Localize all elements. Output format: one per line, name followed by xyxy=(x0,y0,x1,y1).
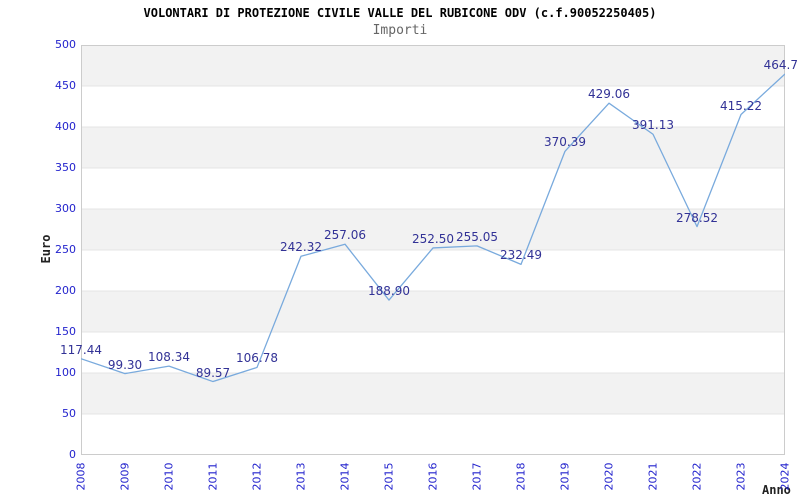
y-tick-label: 100 xyxy=(55,366,76,379)
y-tick-label: 50 xyxy=(62,407,76,420)
data-point-label: 391.13 xyxy=(632,118,674,133)
plot-band xyxy=(81,373,785,414)
x-axis-name-anno: Anno xyxy=(762,483,791,497)
data-point-label: 106.78 xyxy=(236,351,278,366)
data-point-label: 117.44 xyxy=(60,342,102,357)
y-tick-label: 450 xyxy=(55,79,76,92)
plot-band xyxy=(81,414,785,455)
x-tick-label: 2023 xyxy=(734,462,748,491)
y-tick-label: 300 xyxy=(55,202,76,215)
plot-band xyxy=(81,332,785,373)
x-tick-label: 2019 xyxy=(558,462,572,491)
y-tick-label: 350 xyxy=(55,161,76,174)
x-tick-label: 2008 xyxy=(74,462,88,491)
data-point-label: 252.50 xyxy=(412,231,454,246)
x-tick-label: 2011 xyxy=(206,462,220,491)
data-point-label: 188.90 xyxy=(368,284,410,299)
plot-band xyxy=(81,209,785,250)
plot-band xyxy=(81,127,785,168)
data-point-label: 464.7 xyxy=(763,57,798,72)
data-point-label: 255.05 xyxy=(456,229,498,244)
chart-subtitle: Importi xyxy=(372,23,428,38)
plot-band xyxy=(81,86,785,127)
x-tick-label: 2017 xyxy=(470,462,484,491)
chart-title: VOLONTARI DI PROTEZIONE CIVILE VALLE DEL… xyxy=(143,6,657,20)
x-tick-label: 2009 xyxy=(118,462,132,491)
data-point-label: 429.06 xyxy=(588,87,630,102)
data-point-label: 232.49 xyxy=(500,248,542,263)
x-tick-label: 2012 xyxy=(250,462,264,491)
x-tick-label: 2024 xyxy=(778,462,792,491)
data-point-label: 242.32 xyxy=(280,240,322,255)
y-tick-label: 150 xyxy=(55,325,76,338)
y-tick-label: 200 xyxy=(55,284,76,297)
data-point-label: 89.57 xyxy=(195,365,231,380)
plot-band xyxy=(81,45,785,86)
x-tick-label: 2018 xyxy=(514,462,528,491)
plot-band xyxy=(81,250,785,291)
plot-border xyxy=(81,45,785,455)
data-point-label: 108.34 xyxy=(148,350,190,365)
x-tick-label: 2013 xyxy=(294,462,308,491)
y-tick-label: 0 xyxy=(69,448,76,461)
plot-band xyxy=(81,168,785,209)
x-tick-label: 2014 xyxy=(338,462,352,491)
data-point-label: 415.22 xyxy=(720,98,762,113)
x-tick-label: 2022 xyxy=(690,462,704,491)
x-tick-label: 2016 xyxy=(426,462,440,491)
data-point-label: 257.06 xyxy=(324,228,366,243)
x-tick-label: 2015 xyxy=(382,462,396,491)
x-tick-label: 2021 xyxy=(646,462,660,491)
x-tick-label: 2020 xyxy=(602,462,616,491)
data-point-label: 99.30 xyxy=(107,357,143,372)
data-line xyxy=(81,73,785,383)
line-chart-plot-area xyxy=(81,45,785,455)
y-tick-label: 250 xyxy=(55,243,76,256)
y-tick-label: 500 xyxy=(55,38,76,51)
data-point-label: 278.52 xyxy=(676,210,718,225)
data-point-label: 370.39 xyxy=(544,135,586,150)
plot-band xyxy=(81,291,785,332)
x-tick-label: 2010 xyxy=(162,462,176,491)
y-tick-label: 400 xyxy=(55,120,76,133)
